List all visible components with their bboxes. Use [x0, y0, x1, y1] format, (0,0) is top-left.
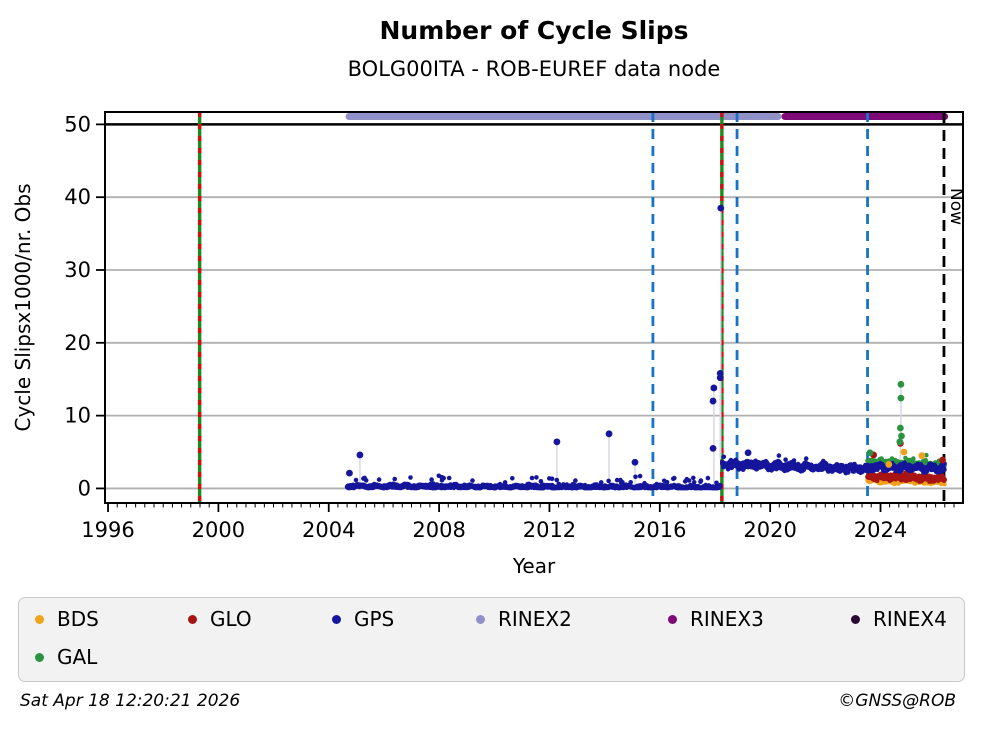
chart-subtitle: BOLG00ITA - ROB-EUREF data node	[347, 57, 721, 81]
outliers-bds	[885, 448, 926, 468]
cycle-slips-chart: Now 1996 2000 2004 2008 2012 2016 2020 2024 Year 0…	[11, 111, 966, 578]
event-lines: Now	[197, 112, 966, 503]
x-tick-label: 2012	[523, 518, 576, 542]
legend-item-gal: GAL	[35, 642, 97, 672]
legend-item-bds: BDS	[35, 604, 99, 634]
glo-dot-icon	[188, 614, 197, 624]
outliers-gps	[346, 204, 752, 477]
gridlines	[105, 196, 963, 490]
credit-label: ©GNSS@ROB	[838, 691, 956, 711]
outliers-gal	[866, 380, 905, 457]
rinex4-dot-icon	[851, 614, 860, 624]
y-tick-label: 0	[78, 476, 91, 500]
x-tick-label: 2008	[412, 518, 465, 542]
y-axis-label: Cycle Slipsx1000/nr. Obs	[11, 183, 35, 431]
legend-item-gps: GPS	[332, 604, 394, 634]
y-axis: 0 10 20 30 40 50 Cycle Slipsx1000/nr. Obs	[11, 112, 105, 500]
availability-bars	[345, 113, 949, 120]
scatter-gps	[344, 453, 947, 491]
legend-item-glo: GLO	[188, 604, 252, 634]
bds-dot-icon	[35, 614, 44, 624]
y-tick-label: 50	[64, 112, 91, 136]
legend: BDS GLO GPS RINEX2 RINEX3 RINEX4 GAL	[18, 597, 965, 682]
x-axis: 1996 2000 2004 2008 2012 2016 2020 2024 Year	[81, 503, 955, 578]
chart-title: Number of Cycle Slips	[379, 16, 689, 45]
rinex3-dot-icon	[668, 614, 677, 624]
outlier-stems	[359, 208, 902, 487]
x-tick-label: 2000	[192, 518, 245, 542]
now-label: Now	[946, 188, 966, 225]
x-tick-label: 1996	[81, 518, 134, 542]
x-tick-label: 2016	[633, 518, 686, 542]
y-tick-label: 40	[64, 185, 91, 209]
plot-timestamp: Sat Apr 18 12:20:21 2026	[20, 691, 241, 711]
x-tick-label: 2024	[854, 518, 907, 542]
bar-rinex3	[781, 113, 949, 120]
plot-frame	[104, 111, 964, 504]
gps-dot-icon	[332, 614, 341, 624]
gal-dot-icon	[35, 652, 44, 662]
y-tick-label: 30	[64, 258, 91, 282]
x-tick-label: 2004	[302, 518, 355, 542]
x-tick-label: 2020	[743, 518, 796, 542]
y-tick-label: 20	[64, 331, 91, 355]
x-axis-label: Year	[512, 554, 556, 578]
scatter-glo	[865, 466, 947, 484]
bar-rinex2	[345, 113, 782, 120]
legend-item-rinex4: RINEX4	[851, 604, 947, 634]
legend-item-rinex3: RINEX3	[668, 604, 764, 634]
rinex2-dot-icon	[476, 614, 485, 624]
y-tick-label: 10	[64, 404, 91, 428]
legend-item-rinex2: RINEX2	[476, 604, 572, 634]
